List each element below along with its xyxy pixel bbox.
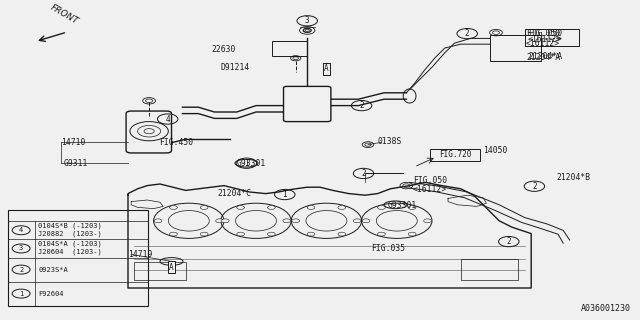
- Circle shape: [200, 232, 208, 236]
- Text: 0923S*A: 0923S*A: [38, 267, 68, 273]
- Text: A: A: [169, 263, 174, 272]
- FancyBboxPatch shape: [284, 86, 331, 122]
- Text: 2: 2: [532, 182, 537, 191]
- Text: 21204*A: 21204*A: [528, 52, 562, 61]
- Circle shape: [307, 205, 315, 209]
- Circle shape: [378, 205, 385, 209]
- Text: 21204*C: 21204*C: [218, 189, 252, 198]
- Text: <16112>: <16112>: [528, 36, 562, 44]
- Text: A036001230: A036001230: [580, 304, 630, 313]
- Text: 22630: 22630: [211, 45, 236, 54]
- Circle shape: [221, 219, 229, 223]
- Text: 3: 3: [19, 245, 23, 252]
- Text: FIG.050: FIG.050: [413, 176, 447, 185]
- Text: 14050: 14050: [483, 146, 508, 155]
- Bar: [430, 149, 480, 161]
- Circle shape: [237, 205, 244, 209]
- Text: 2: 2: [19, 267, 23, 273]
- Circle shape: [170, 205, 177, 209]
- Bar: [461, 259, 518, 280]
- Text: 0104S*A (-1203): 0104S*A (-1203): [38, 241, 102, 247]
- Circle shape: [200, 205, 208, 209]
- Text: 2: 2: [506, 237, 511, 246]
- Circle shape: [338, 232, 346, 236]
- Text: 0138S: 0138S: [378, 137, 402, 146]
- Text: 2: 2: [465, 29, 470, 38]
- Circle shape: [338, 205, 346, 209]
- Bar: [272, 41, 307, 56]
- FancyBboxPatch shape: [126, 111, 172, 153]
- Text: J20604  (1203-): J20604 (1203-): [38, 249, 102, 255]
- Text: 4: 4: [19, 227, 23, 233]
- Text: 21204*A: 21204*A: [526, 53, 560, 62]
- Text: 1: 1: [244, 159, 249, 168]
- Bar: [8, 210, 148, 306]
- Circle shape: [353, 219, 361, 223]
- Text: 2: 2: [361, 169, 366, 178]
- Text: 1: 1: [19, 291, 23, 297]
- Circle shape: [268, 232, 275, 236]
- Circle shape: [216, 219, 223, 223]
- Text: 4: 4: [165, 115, 170, 124]
- Text: 14710: 14710: [61, 138, 85, 147]
- Bar: [525, 29, 579, 46]
- Text: 0104S*B (-1203): 0104S*B (-1203): [38, 223, 102, 229]
- Circle shape: [362, 219, 370, 223]
- Text: FIG.050: FIG.050: [528, 29, 562, 38]
- Text: 1: 1: [282, 190, 287, 199]
- Circle shape: [424, 219, 431, 223]
- Text: <16112>: <16112>: [526, 39, 560, 48]
- Circle shape: [268, 205, 275, 209]
- Text: FIG.035: FIG.035: [371, 244, 405, 253]
- Text: FRONT: FRONT: [49, 3, 79, 26]
- Circle shape: [292, 219, 300, 223]
- Circle shape: [170, 232, 177, 236]
- Text: A: A: [324, 64, 329, 73]
- Circle shape: [154, 219, 162, 223]
- Text: F92604: F92604: [38, 291, 64, 297]
- Bar: [490, 35, 541, 61]
- Text: FIG.450: FIG.450: [159, 138, 193, 147]
- Text: G93301: G93301: [237, 159, 266, 168]
- Circle shape: [283, 219, 291, 223]
- Text: J20882  (1203-): J20882 (1203-): [38, 230, 102, 237]
- Circle shape: [378, 232, 385, 236]
- Text: <16112>: <16112>: [413, 185, 447, 194]
- Text: G9311: G9311: [64, 159, 88, 168]
- Text: 21204*B: 21204*B: [557, 173, 591, 182]
- Text: G93301: G93301: [387, 201, 417, 210]
- Text: 14719: 14719: [128, 250, 152, 259]
- Circle shape: [408, 205, 416, 209]
- Text: D91214: D91214: [221, 63, 250, 72]
- Text: FIG.050: FIG.050: [526, 29, 560, 38]
- Circle shape: [237, 232, 244, 236]
- Circle shape: [408, 232, 416, 236]
- Text: FIG.720: FIG.720: [439, 150, 471, 159]
- Circle shape: [307, 232, 315, 236]
- Bar: [134, 262, 186, 280]
- Text: 2: 2: [359, 101, 364, 110]
- Text: 3: 3: [305, 16, 310, 25]
